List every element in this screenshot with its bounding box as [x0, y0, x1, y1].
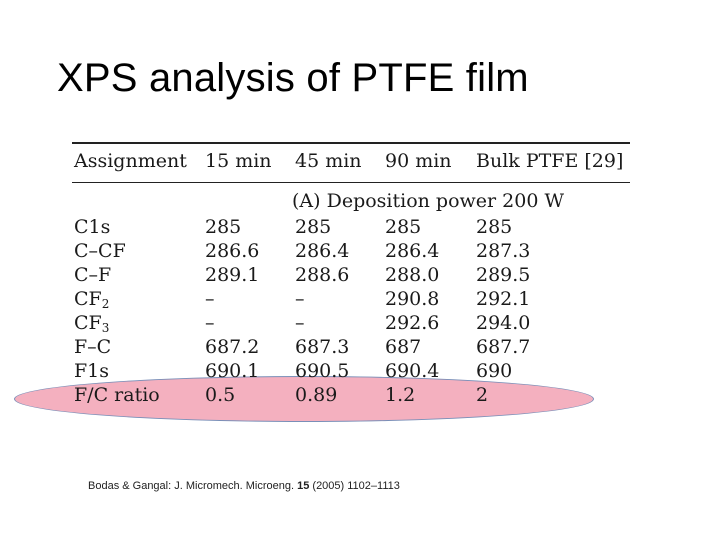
table-header-rule	[72, 182, 630, 183]
cell-15min: 0.5	[205, 384, 236, 406]
cell-assignment: F–C	[74, 336, 111, 358]
highlight-ellipse	[14, 376, 594, 422]
header-90min: 90 min	[385, 150, 452, 172]
cell-90min: 292.6	[385, 312, 440, 334]
slide-title: XPS analysis of PTFE film	[57, 56, 529, 100]
cell-45min: 286.4	[295, 240, 350, 262]
cell-15min: 289.1	[205, 264, 260, 286]
cell-45min: 0.89	[295, 384, 338, 406]
cell-bulk: 289.5	[476, 264, 531, 286]
cell-assignment: C–F	[74, 264, 111, 286]
assignment-text: C–CF	[74, 240, 126, 262]
cell-bulk: 287.3	[476, 240, 531, 262]
cell-bulk: 690	[476, 360, 513, 382]
cell-45min: –	[295, 288, 305, 310]
cell-90min: 285	[385, 216, 422, 238]
assignment-text: F–C	[74, 336, 112, 358]
cell-15min: 285	[205, 216, 242, 238]
cell-15min: –	[205, 312, 215, 334]
citation-rest: (2005) 1102–1113	[309, 480, 400, 492]
citation-authors: Bodas & Gangal: J. Micromech. Microeng.	[88, 480, 298, 492]
assignment-text: C–F	[74, 264, 112, 286]
assignment-text: CF	[74, 288, 102, 310]
section-label: (A) Deposition power 200 W	[292, 190, 564, 212]
cell-45min: 690.5	[295, 360, 350, 382]
cell-assignment: C1s	[74, 216, 110, 238]
cell-45min: –	[295, 312, 305, 334]
assignment-text: F/C ratio	[74, 384, 160, 406]
cell-45min: 285	[295, 216, 332, 238]
cell-bulk: 285	[476, 216, 513, 238]
header-45min: 45 min	[295, 150, 362, 172]
cell-90min: 1.2	[385, 384, 416, 406]
cell-assignment: C–CF	[74, 240, 126, 262]
cell-15min: 286.6	[205, 240, 260, 262]
cell-15min: 687.2	[205, 336, 260, 358]
table-top-rule	[72, 142, 630, 144]
citation: Bodas & Gangal: J. Micromech. Microeng. …	[88, 480, 400, 492]
cell-45min: 288.6	[295, 264, 350, 286]
assignment-subscript: 3	[101, 321, 110, 335]
cell-90min: 687	[385, 336, 422, 358]
cell-assignment: F/C ratio	[74, 384, 160, 406]
cell-45min: 687.3	[295, 336, 350, 358]
cell-bulk: 687.7	[476, 336, 531, 358]
citation-volume: 15	[297, 480, 310, 492]
cell-90min: 290.8	[385, 288, 440, 310]
header-assignment: Assignment	[74, 150, 187, 172]
cell-90min: 690.4	[385, 360, 440, 382]
assignment-text: F1s	[74, 360, 110, 382]
xps-table: Assignment 15 min 45 min 90 min Bulk PTF…	[72, 128, 632, 418]
header-15min: 15 min	[205, 150, 272, 172]
cell-15min: –	[205, 288, 215, 310]
cell-assignment: CF3	[74, 312, 109, 335]
cell-bulk: 2	[476, 384, 489, 406]
assignment-text: CF	[74, 312, 102, 334]
cell-bulk: 292.1	[476, 288, 531, 310]
cell-15min: 690.1	[205, 360, 260, 382]
cell-assignment: CF2	[74, 288, 109, 311]
cell-assignment: F1s	[74, 360, 109, 382]
cell-90min: 286.4	[385, 240, 440, 262]
header-bulk-ptfe: Bulk PTFE [29]	[476, 150, 624, 172]
assignment-text: C1s	[74, 216, 111, 238]
cell-90min: 288.0	[385, 264, 440, 286]
cell-bulk: 294.0	[476, 312, 531, 334]
assignment-subscript: 2	[101, 297, 110, 311]
